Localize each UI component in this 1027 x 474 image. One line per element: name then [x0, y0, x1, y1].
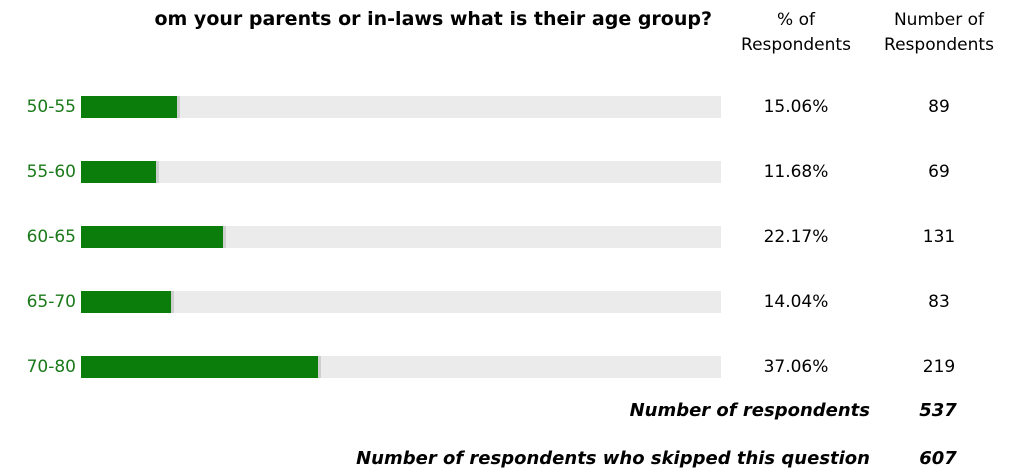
category-label: 70-80: [26, 357, 76, 377]
bar-track: [81, 291, 721, 313]
category-label: 55-60: [26, 162, 76, 182]
bar-track: [81, 356, 721, 378]
count-label: 83: [928, 292, 950, 312]
count-label: 131: [922, 227, 956, 247]
count-column-header: Number of Respondents: [868, 8, 1010, 58]
bar: [81, 161, 159, 183]
category-label: 65-70: [26, 292, 76, 312]
chart-row: 60-65 22.17% 131: [0, 224, 1027, 250]
question-title: om your parents or in-laws what is their…: [0, 8, 712, 38]
skipped-label: Number of respondents who skipped this q…: [356, 448, 870, 469]
skipped-summary: Number of respondents who skipped this q…: [0, 445, 1027, 473]
respondents-label: Number of respondents: [629, 400, 870, 421]
chart-row: 50-55 15.06% 89: [0, 94, 1027, 120]
bar-edge: [171, 291, 174, 313]
count-header-line2: Respondents: [884, 35, 994, 55]
bar-edge: [318, 356, 321, 378]
respondents-value: 537: [919, 400, 957, 421]
percent-label: 37.06%: [763, 357, 829, 377]
percent-label: 22.17%: [763, 227, 829, 247]
percent-header-line2: Respondents: [741, 35, 851, 55]
percent-column-header: % of Respondents: [726, 8, 866, 58]
skipped-value: 607: [919, 448, 957, 469]
percent-label: 15.06%: [763, 97, 829, 117]
category-label: 50-55: [26, 97, 76, 117]
question-text: om your parents or in-laws what is their…: [154, 8, 712, 30]
bar-edge: [223, 226, 226, 248]
count-label: 89: [928, 97, 950, 117]
percent-label: 11.68%: [763, 162, 829, 182]
category-label: 60-65: [26, 227, 76, 247]
bar-track: [81, 96, 721, 118]
respondents-summary: Number of respondents 537: [0, 397, 1027, 425]
chart-row: 70-80 37.06% 219: [0, 354, 1027, 380]
bar: [81, 96, 180, 118]
percent-label: 14.04%: [763, 292, 829, 312]
bar-edge: [177, 96, 180, 118]
bar-track: [81, 161, 721, 183]
bar-edge: [156, 161, 159, 183]
bar: [81, 291, 174, 313]
count-label: 219: [922, 357, 956, 377]
chart-row: 55-60 11.68% 69: [0, 159, 1027, 185]
bar-track: [81, 226, 721, 248]
bar: [81, 356, 321, 378]
percent-header-line1: % of: [777, 10, 815, 30]
chart-row: 65-70 14.04% 83: [0, 289, 1027, 315]
count-header-line1: Number of: [893, 10, 985, 30]
bar: [81, 226, 226, 248]
count-label: 69: [928, 162, 950, 182]
